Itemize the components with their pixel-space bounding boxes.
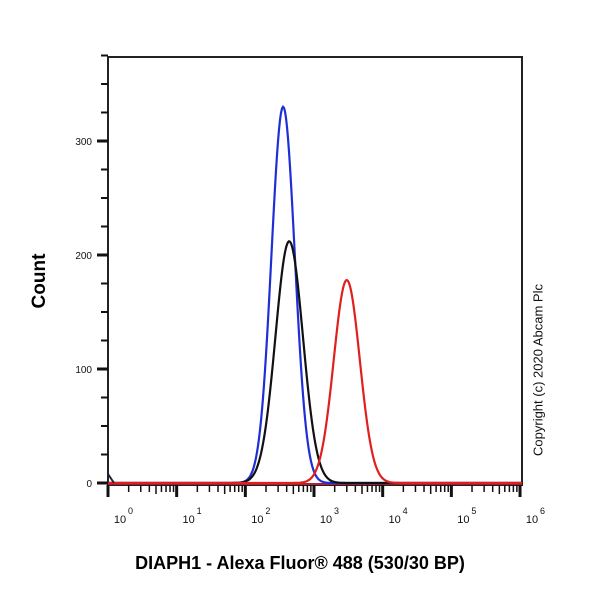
x-tick-label: 10 <box>526 514 538 526</box>
x-tick-exponent: 6 <box>540 506 545 516</box>
histogram-curves <box>107 104 522 485</box>
x-tick-exponent: 0 <box>128 506 133 516</box>
y-tick-label: 200 <box>75 251 92 262</box>
x-tick-exponent: 3 <box>334 506 339 516</box>
series-red-curve <box>108 278 522 485</box>
copyright-text: Copyright (c) 2020 Abcam Plc <box>530 284 546 456</box>
x-tick-label: 10 <box>114 514 126 526</box>
origin-artifact <box>107 473 115 484</box>
y-tick-label: 100 <box>75 365 92 376</box>
x-axis-ticks <box>106 485 522 497</box>
x-tick-exponent: 5 <box>471 506 476 516</box>
x-tick-label: 10 <box>457 514 469 526</box>
y-axis-ticks <box>97 54 108 485</box>
x-tick-exponent: 2 <box>265 506 270 516</box>
x-tick-exponent: 4 <box>403 506 408 516</box>
x-tick-exponent: 1 <box>197 506 202 516</box>
x-axis-label: DIAPH1 - Alexa Fluor® 488 (530/30 BP) <box>135 553 465 573</box>
x-tick-label: 10 <box>251 514 263 526</box>
x-tick-label: 10 <box>320 514 332 526</box>
y-tick-label: 0 <box>86 479 92 490</box>
x-tick-label: 10 <box>183 514 195 526</box>
y-tick-label: 300 <box>75 137 92 148</box>
series-black-curve <box>108 240 522 485</box>
y-axis-label: Count <box>29 253 50 309</box>
series-blue-curve <box>108 104 522 485</box>
plot-frame <box>107 56 523 486</box>
x-tick-label: 10 <box>389 514 401 526</box>
y-axis-tick-labels: 0 100 200 300 <box>75 137 92 490</box>
